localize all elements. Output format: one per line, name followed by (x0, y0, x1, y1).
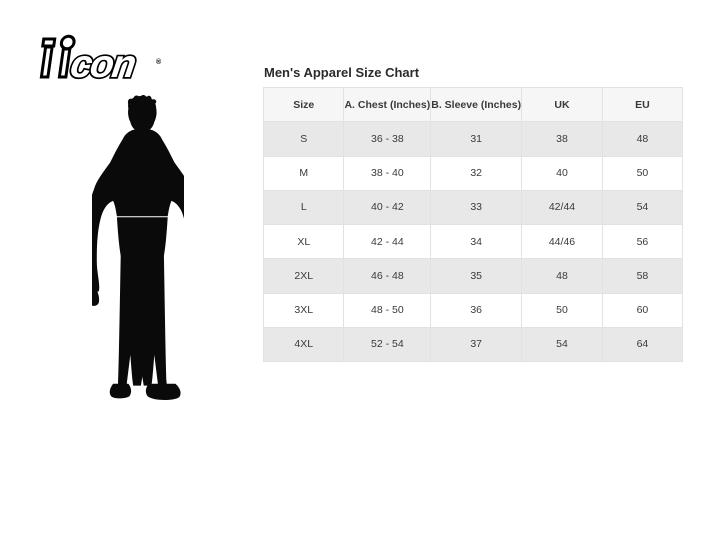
svg-text:con: con (68, 43, 138, 86)
svg-text:®: ® (156, 58, 162, 66)
